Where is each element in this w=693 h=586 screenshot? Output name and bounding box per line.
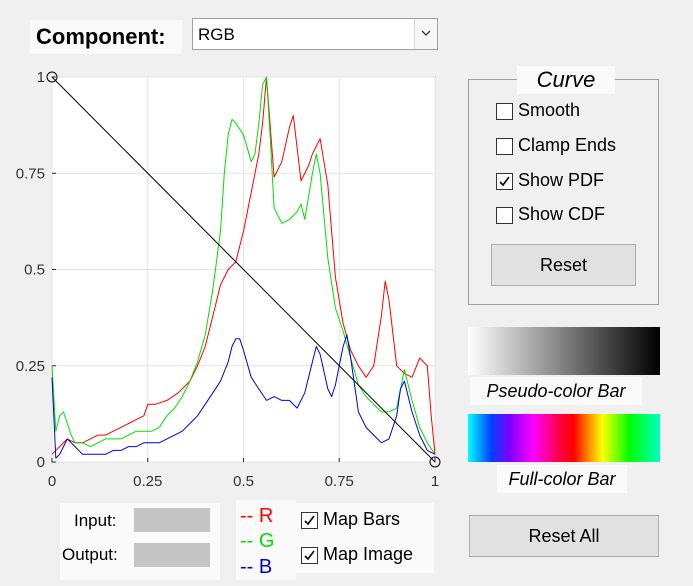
input-field[interactable]: [134, 508, 210, 532]
plot-series: [51, 76, 436, 463]
output-label: Output:: [62, 545, 118, 564]
map-image-checkbox-label: Map Image: [323, 544, 414, 564]
full-color-bar: [468, 414, 660, 462]
histogram-plot[interactable]: 0 0.25 0.5 0.75 1 0 0.25 0.5 0.75 1: [0, 60, 450, 500]
curve-panel-title: Curve: [536, 67, 596, 92]
smooth-checkbox-box[interactable]: [496, 103, 513, 120]
x-tick-labels: 0 0.25 0.5 0.75 1: [48, 473, 439, 490]
x-tick-label: 1: [431, 473, 439, 490]
dropdown-button[interactable]: [414, 19, 437, 49]
series-line-r: [51, 76, 436, 455]
checkmark-icon: [304, 515, 315, 526]
x-tick-label: 0: [48, 473, 56, 490]
y-tick-label: 1: [37, 69, 45, 86]
show-cdf-checkbox-box[interactable]: [496, 207, 513, 224]
map-options-bg: [296, 503, 434, 573]
legend-g: -- G: [240, 530, 275, 552]
output-field[interactable]: [134, 543, 210, 567]
component-label-bg: [30, 20, 182, 54]
curve-panel-title-bg: [517, 66, 615, 94]
reset-all-button[interactable]: Reset All: [469, 515, 659, 557]
curve-control-point-end[interactable]: [429, 456, 441, 468]
curve-control-point-start[interactable]: [46, 71, 58, 83]
map-image-checkbox-box[interactable]: [301, 547, 318, 564]
map-bars-checkbox-label: Map Bars: [323, 509, 401, 529]
pseudo-color-label-bg: [470, 377, 642, 405]
clamp-ends-checkbox-box[interactable]: [496, 138, 513, 155]
legend-b: -- B: [240, 556, 273, 578]
full-color-label-bg: [497, 465, 627, 493]
y-tick-label: 0: [37, 454, 45, 471]
x-tick-label: 0.25: [133, 473, 162, 490]
y-tick-labels: 0 0.25 0.5 0.75 1: [16, 69, 45, 471]
x-tick-label: 0.5: [233, 473, 254, 490]
series-line-g: [51, 76, 436, 455]
series-line-b: [51, 334, 436, 459]
pseudo-color-label: Pseudo-color Bar: [486, 381, 626, 401]
input-label: Input:: [74, 511, 117, 530]
component-dropdown[interactable]: RGB: [192, 18, 438, 50]
show-pdf-checkbox-box[interactable]: [496, 173, 513, 190]
clamp-ends-checkbox-label: Clamp Ends: [518, 135, 617, 155]
component-dropdown-value: RGB: [198, 25, 235, 44]
y-tick-label: 0.5: [24, 262, 45, 279]
smooth-checkbox-label: Smooth: [518, 100, 581, 120]
reset-button[interactable]: Reset: [491, 244, 636, 286]
y-tick-label: 0.75: [16, 165, 45, 182]
y-tick-label: 0.25: [16, 358, 45, 375]
checkmark-icon: [499, 176, 510, 187]
component-label: Component:: [36, 24, 166, 49]
legend-bg: [236, 500, 296, 580]
show-pdf-checkbox-label: Show PDF: [518, 170, 605, 190]
full-color-label: Full-color Bar: [508, 469, 616, 489]
legend-r: -- R: [240, 505, 274, 527]
show-cdf-checkbox-label: Show CDF: [518, 204, 606, 224]
chevron-down-icon: [421, 30, 431, 36]
map-bars-checkbox-box[interactable]: [301, 512, 318, 529]
series-line-curve: [51, 76, 436, 463]
pseudo-color-bar: [468, 327, 660, 375]
checkmark-icon: [304, 550, 315, 561]
x-tick-label: 0.75: [325, 473, 354, 490]
